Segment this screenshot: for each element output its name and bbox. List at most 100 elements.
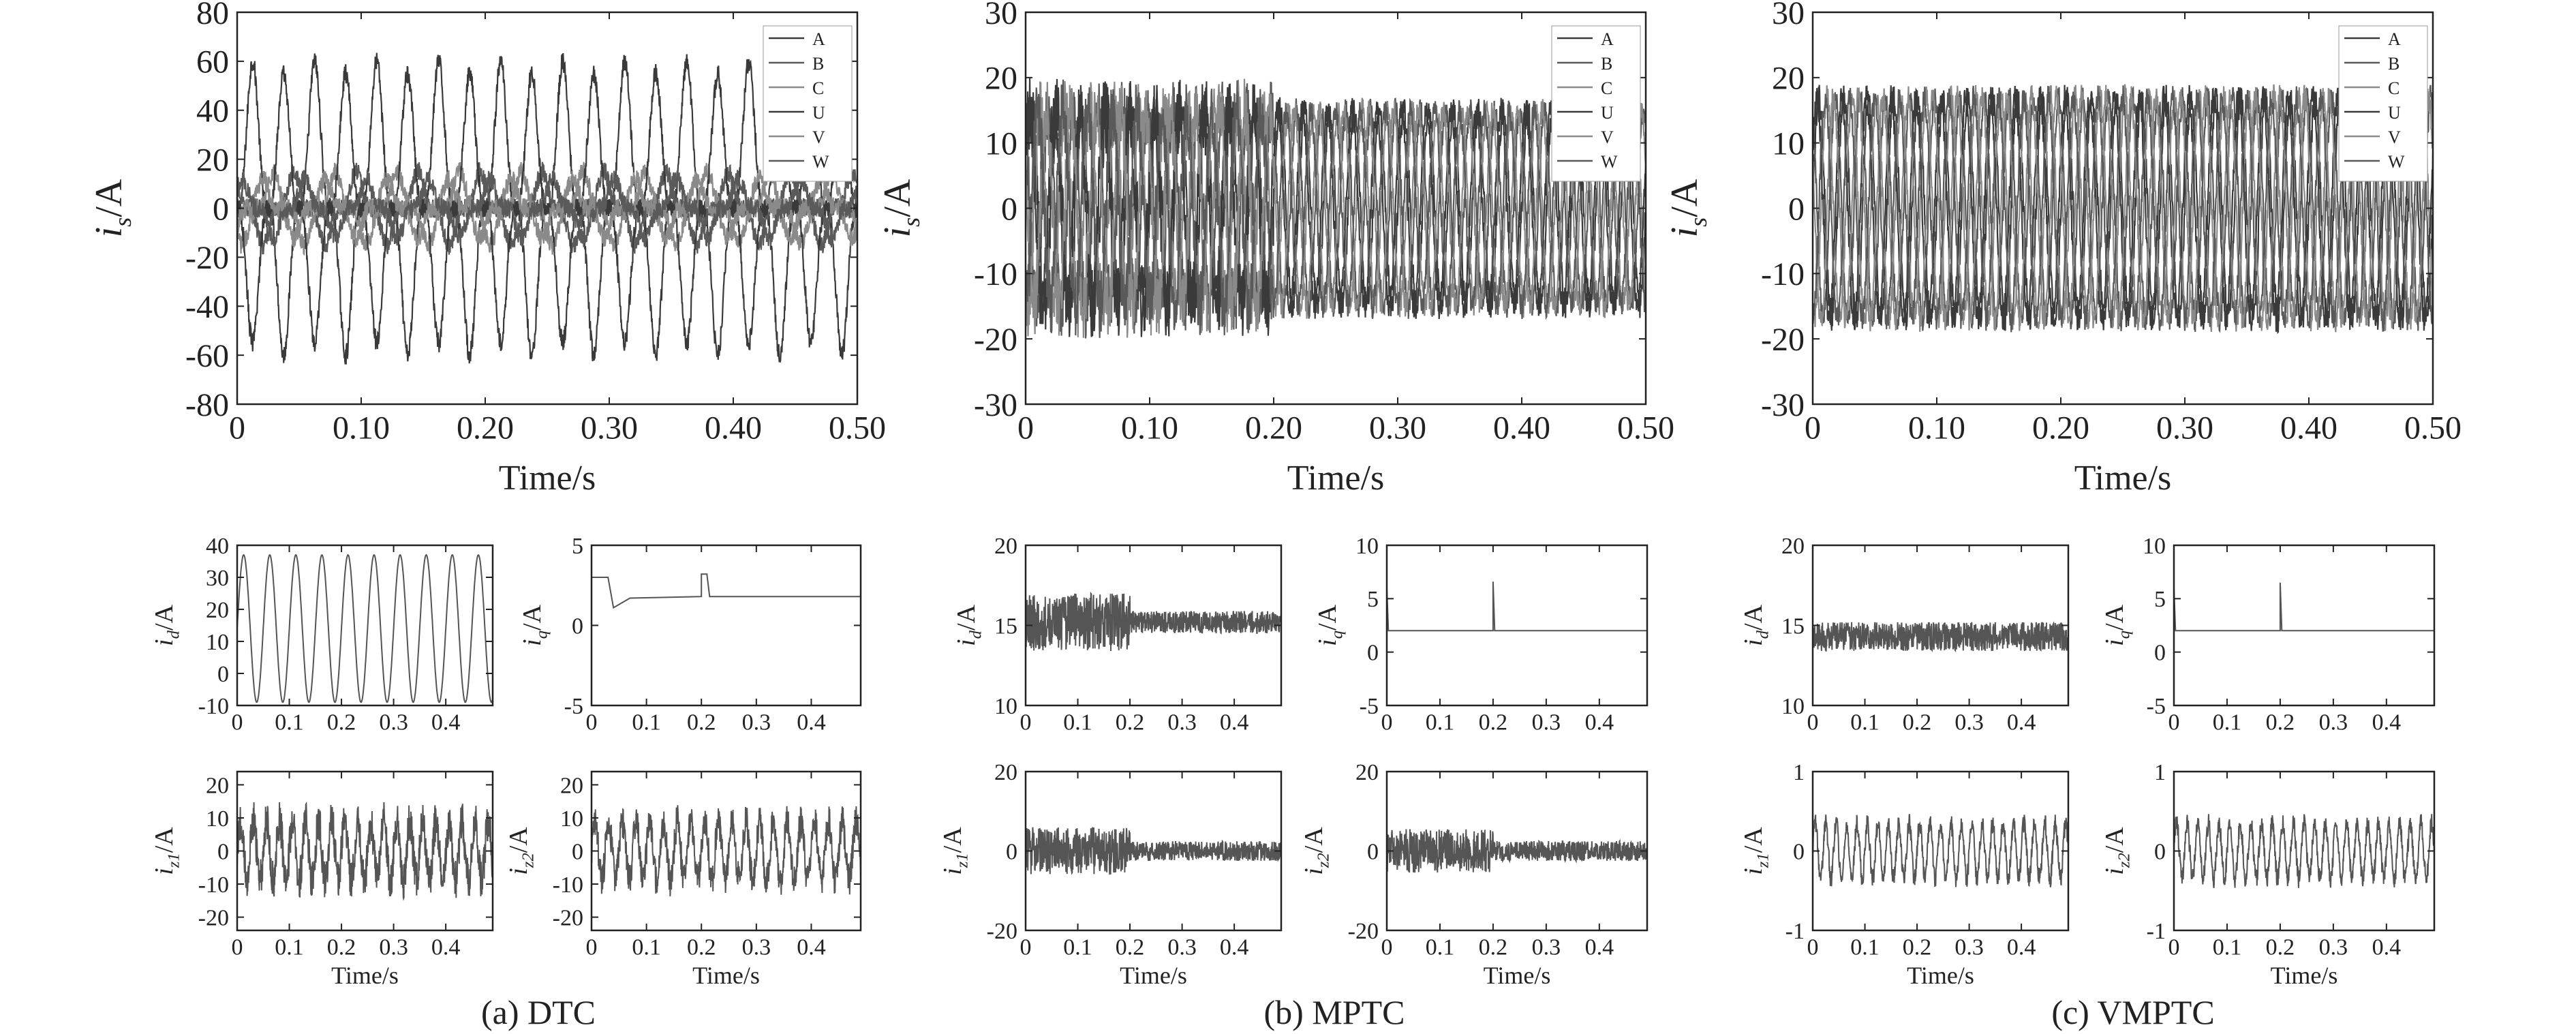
chart-a-iz2: 0 0.1 0.2 0.3 0.4 -20 -10 0 10 20 Time/s iz2/A [504, 770, 862, 989]
x-tick-label: 0.1 [1426, 710, 1455, 735]
x-tick-label: 0.10 [1121, 410, 1178, 446]
x-tick-label: 0 [1805, 410, 1821, 446]
series-trace [592, 573, 861, 609]
x-tick-label: 0.20 [2032, 410, 2089, 446]
y-tick-label: 10 [206, 806, 229, 832]
x-tick-label: 0 [232, 710, 243, 735]
chart-b-id: 0 0.1 0.2 0.3 0.4 10 15 20 id/A [952, 534, 1283, 735]
x-tick-label: 0.4 [797, 710, 826, 735]
y-tick-label: 20 [994, 760, 1017, 785]
y-tick-label: -1 [1785, 919, 1805, 944]
series-trace [1026, 591, 1281, 652]
y-tick-label: 20 [206, 598, 229, 623]
y-tick-label: 0 [1367, 839, 1379, 864]
y-axis-label: id/A [1739, 604, 1773, 645]
y-tick-label: -20 [1761, 322, 1805, 358]
y-axis-label: iz1/A [938, 827, 972, 875]
series-B [1026, 81, 1646, 339]
legend-label: V [1601, 127, 1614, 147]
y-tick-label: -20 [1348, 919, 1379, 944]
traces [237, 52, 857, 365]
traces [237, 553, 493, 703]
legend-label: U [812, 103, 825, 123]
y-axis-label: iz2/A [2100, 827, 2134, 875]
y-tick-label: 10 [1772, 125, 1805, 162]
x-axis-label: Time/s [1907, 962, 1974, 989]
y-tick-label: -20 [553, 905, 583, 930]
legend-label: U [2388, 103, 2401, 123]
y-tick-label: -5 [564, 694, 583, 719]
x-tick-label: 0.1 [632, 935, 661, 960]
chart-b-main: 0 0.10 0.20 0.30 0.40 0.50 -30 -20 -10 0 10 20 30 Tim… [876, 0, 1674, 498]
series-A [237, 52, 857, 365]
x-tick-label: 0.3 [2319, 935, 2348, 960]
x-tick-label: 0.4 [2372, 710, 2402, 735]
x-tick-label: 0.30 [1369, 410, 1426, 446]
y-tick-label: 20 [1781, 534, 1805, 559]
legend-label: W [812, 152, 829, 172]
y-tick-label: -80 [185, 387, 229, 423]
x-tick-label: 0.3 [2319, 710, 2348, 735]
x-axis-label: Time/s [2271, 962, 2338, 989]
legend-label: C [812, 78, 824, 98]
traces [1026, 78, 1646, 339]
x-tick-label: 0.40 [1493, 410, 1550, 446]
y-tick-label: 30 [985, 0, 1017, 31]
x-tick-label: 0.3 [1954, 935, 1984, 960]
x-tick-label: 0.4 [797, 935, 826, 960]
legend-label: V [2388, 127, 2401, 147]
y-axis-label: iq/A [518, 604, 551, 645]
series-trace [237, 801, 493, 901]
x-tick-label: 0.50 [1617, 410, 1674, 446]
y-tick-label: 10 [994, 694, 1017, 719]
y-tick-label: 0 [1001, 191, 1017, 227]
y-tick-label: -20 [987, 919, 1017, 944]
traces [1387, 581, 1647, 632]
x-tick-label: 0.3 [1954, 710, 1984, 735]
x-tick-label: 0 [1381, 710, 1393, 735]
y-tick-label: -10 [198, 694, 229, 719]
y-tick-label: -10 [974, 256, 1017, 292]
y-tick-label: 40 [196, 93, 229, 130]
x-tick-label: 0.1 [632, 710, 661, 735]
y-tick-label: 5 [2154, 587, 2166, 612]
y-tick-label: 10 [985, 125, 1017, 162]
y-tick-label: 0 [2154, 839, 2166, 864]
plot-frame [1385, 544, 1649, 707]
y-tick-label: 20 [206, 773, 229, 798]
x-tick-label: 0 [1807, 935, 1819, 960]
x-tick-label: 0.2 [1903, 935, 1932, 960]
x-axis-label: Time/s [499, 459, 596, 498]
y-tick-label: -30 [974, 387, 1017, 423]
y-tick-label: -5 [2147, 694, 2166, 719]
x-tick-label: 0.4 [1220, 710, 1249, 735]
x-axis-label: Time/s [331, 962, 399, 989]
y-axis-label: iz1/A [1739, 827, 1773, 875]
series-trace [1387, 581, 1647, 632]
y-axis-label: is/A [1663, 179, 1712, 237]
x-tick-label: 0 [1020, 935, 1032, 960]
x-tick-label: 0.40 [2280, 410, 2337, 446]
x-tick-label: 0.1 [2213, 710, 2242, 735]
y-tick-label: 15 [1781, 613, 1805, 639]
y-tick-label: 0 [217, 839, 229, 864]
y-tick-label: 20 [1355, 760, 1379, 785]
chart-a-main: 0 0.10 0.20 0.30 0.40 0.50 -80 -60 -40 -20 0 20 40 60… [88, 0, 886, 498]
y-tick-label: 60 [196, 44, 229, 80]
y-tick-label: 0 [217, 662, 229, 687]
y-tick-label: -20 [185, 240, 229, 276]
traces [1026, 827, 1281, 875]
x-tick-label: 0.20 [457, 410, 514, 446]
legend-label: A [812, 29, 825, 49]
y-tick-label: 30 [206, 566, 229, 591]
y-tick-label: 0 [1788, 191, 1805, 227]
x-tick-label: 0.20 [1245, 410, 1302, 446]
x-tick-label: 0.3 [379, 710, 408, 735]
traces [237, 801, 493, 901]
x-tick-label: 0 [586, 935, 598, 960]
x-tick-label: 0 [2168, 935, 2180, 960]
x-tick-label: 0 [1381, 935, 1393, 960]
